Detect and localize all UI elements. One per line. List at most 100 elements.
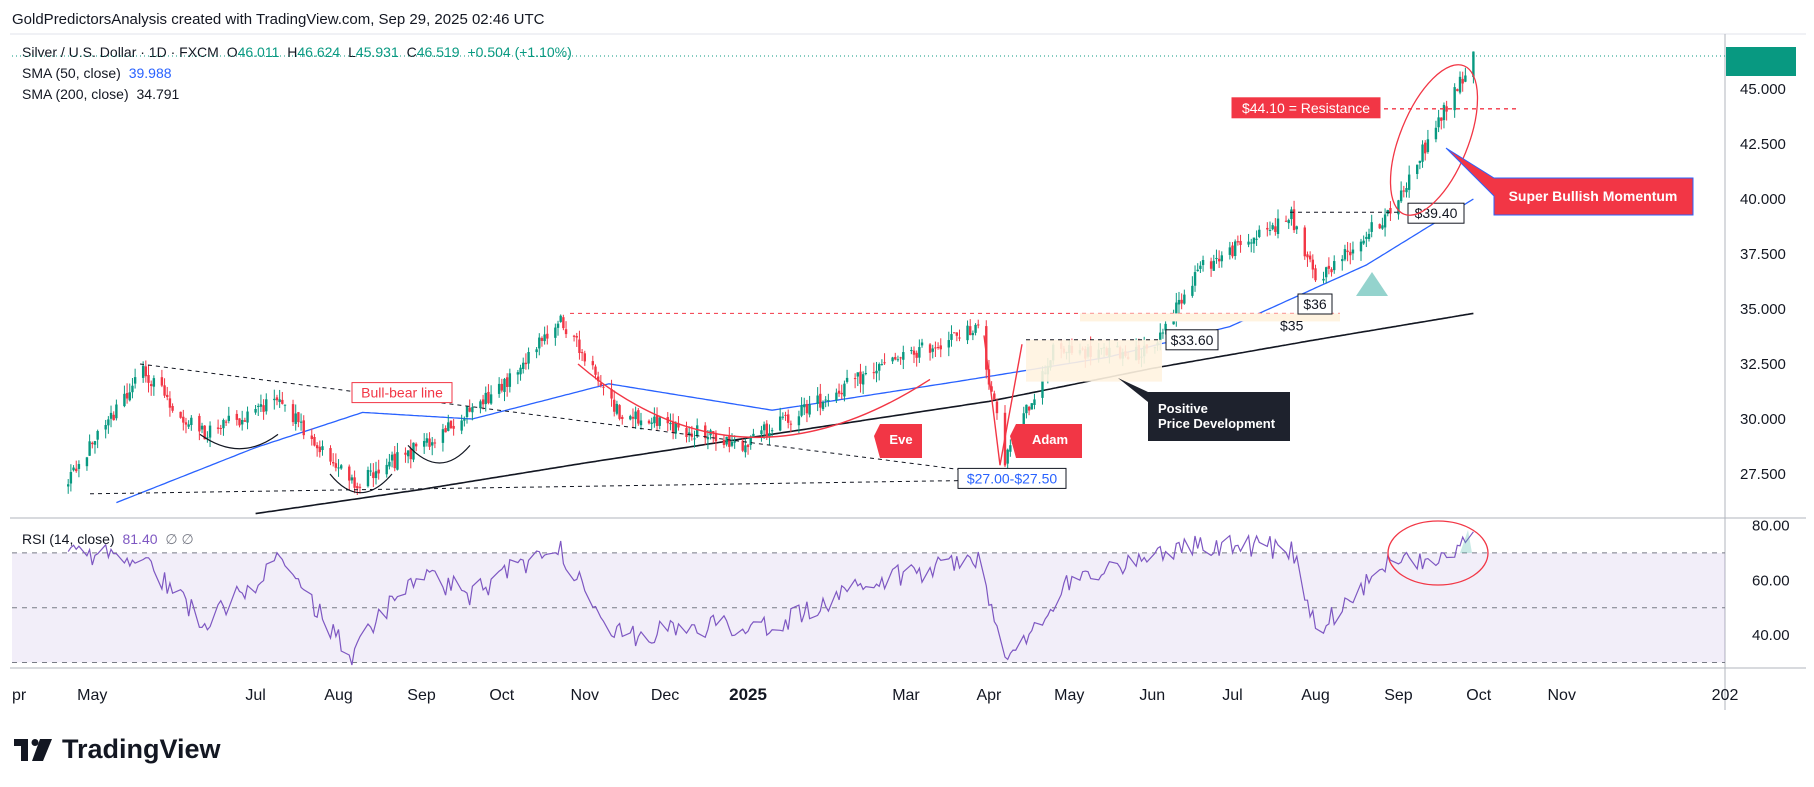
time-tick-label: Aug	[324, 687, 352, 704]
rsi-line	[67, 531, 1474, 666]
candle	[861, 371, 865, 395]
candle-body	[853, 378, 857, 380]
candle-body	[125, 392, 129, 399]
time-tick-label: Nov	[1548, 687, 1576, 704]
candle	[433, 438, 437, 449]
candle-body	[123, 393, 126, 407]
candle-body	[1327, 265, 1331, 269]
candle	[995, 398, 999, 420]
candle	[160, 369, 164, 388]
candle-body	[1209, 261, 1213, 269]
candle-body	[369, 470, 372, 472]
candle-body	[88, 441, 91, 456]
candle-body	[918, 347, 921, 358]
candle	[840, 384, 843, 400]
candle-body	[152, 378, 156, 387]
momentum-bubble	[1445, 147, 1694, 216]
candle-body	[278, 399, 281, 403]
candle-body	[112, 414, 115, 421]
candle-body	[275, 397, 279, 401]
candle	[546, 325, 549, 345]
candle-body	[503, 378, 506, 392]
candle	[481, 394, 485, 410]
candle	[768, 424, 771, 446]
candle-body	[294, 413, 297, 425]
candle	[500, 378, 504, 393]
candle	[819, 383, 822, 416]
candle	[808, 395, 811, 418]
candle	[543, 326, 546, 345]
candle-body	[1359, 241, 1363, 252]
candle	[115, 399, 118, 421]
candle	[171, 403, 174, 413]
candle	[955, 332, 959, 342]
candle	[859, 363, 862, 393]
candle-body	[1247, 241, 1250, 245]
candle-body	[1295, 226, 1298, 230]
candle	[1201, 255, 1205, 272]
time-tick-label: Oct	[489, 687, 514, 704]
candle-body	[1180, 299, 1183, 304]
candle	[762, 421, 766, 439]
adam-v	[983, 335, 1023, 466]
candle	[1212, 254, 1215, 271]
candle-body	[1346, 250, 1349, 253]
candle-body	[115, 404, 118, 419]
candle	[1033, 393, 1036, 410]
candle-body	[912, 350, 916, 355]
price-tick-label: 30.000	[1740, 411, 1786, 428]
candle	[388, 453, 391, 470]
level-35-label: $35	[1280, 317, 1304, 333]
candle	[1421, 140, 1424, 168]
candle-body	[444, 428, 447, 433]
candle	[294, 404, 297, 431]
candle-body	[768, 433, 771, 437]
bull-bear-label: Bull-bear line	[351, 382, 453, 404]
candle-body	[1231, 245, 1234, 257]
candle-body	[1274, 226, 1277, 232]
candle	[385, 458, 388, 478]
candle-body	[516, 372, 520, 375]
candle-body	[920, 342, 924, 346]
candle	[179, 411, 182, 419]
candle-body	[596, 376, 600, 382]
positive-text-2: Price Development	[1158, 416, 1276, 431]
candle	[1295, 225, 1298, 235]
candle	[650, 417, 653, 430]
time-tick-label: May	[1054, 687, 1084, 704]
rsi-legend[interactable]: RSI (14, close) 81.40 ∅ ∅	[22, 531, 194, 548]
candle	[468, 399, 471, 413]
candle	[358, 483, 362, 494]
candle	[880, 359, 884, 366]
sma200-legend[interactable]: SMA (200, close) 34.791	[22, 86, 179, 102]
candle	[460, 414, 463, 435]
candle	[1343, 244, 1347, 262]
candle-body	[1177, 299, 1181, 305]
grid-layer	[10, 33, 1806, 710]
candle	[331, 453, 335, 467]
candle-body	[313, 437, 316, 446]
candle-body	[1314, 268, 1317, 281]
candle-body	[390, 454, 394, 461]
candle-body	[1322, 278, 1325, 281]
candle	[1327, 257, 1331, 275]
candle	[69, 464, 73, 492]
candle	[313, 433, 316, 447]
sma50-legend[interactable]: SMA (50, close) 39.988	[22, 65, 172, 81]
candle	[827, 393, 830, 407]
candle-body	[591, 361, 595, 366]
candle-body	[995, 401, 999, 414]
candle-body	[706, 437, 710, 440]
time-tick-label: Sep	[407, 687, 436, 704]
candle	[422, 433, 426, 454]
candle	[449, 420, 453, 430]
candle	[1330, 267, 1333, 277]
candle	[315, 442, 319, 457]
rsi-background-band	[12, 552, 1725, 663]
rsi-overbought-ellipse	[1387, 520, 1489, 586]
candle-body	[1041, 371, 1044, 398]
candle	[658, 415, 661, 430]
candle	[1453, 83, 1456, 118]
candle-body	[243, 420, 247, 422]
